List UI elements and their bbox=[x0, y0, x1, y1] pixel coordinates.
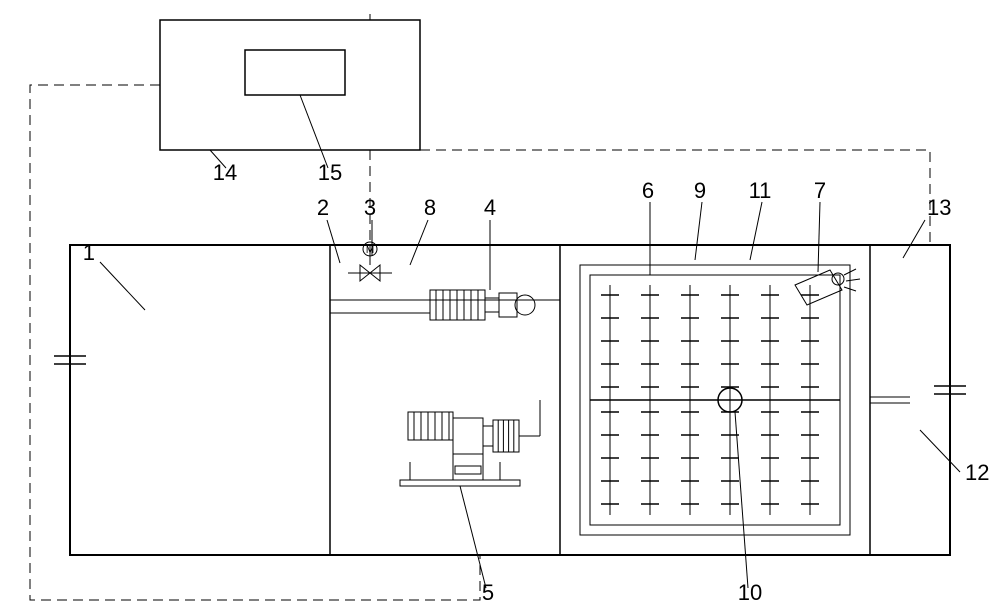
label-10: 10 bbox=[738, 580, 762, 605]
callouts: 123846911713121051415 bbox=[83, 95, 990, 605]
label-1: 1 bbox=[83, 240, 95, 265]
label-4: 4 bbox=[484, 195, 496, 220]
label-14: 14 bbox=[213, 160, 237, 185]
label-9: 9 bbox=[694, 178, 706, 203]
signal-lines bbox=[30, 14, 930, 600]
label-5: 5 bbox=[482, 580, 494, 605]
label-3: 3 bbox=[364, 195, 376, 220]
compartment-2: M bbox=[330, 242, 560, 486]
label-11: 11 bbox=[749, 178, 772, 203]
svg-text:M: M bbox=[366, 245, 374, 256]
label-2: 2 bbox=[317, 195, 329, 220]
label-8: 8 bbox=[424, 195, 436, 220]
label-6: 6 bbox=[642, 178, 654, 203]
label-12: 12 bbox=[965, 460, 989, 485]
label-13: 13 bbox=[927, 195, 951, 220]
label-7: 7 bbox=[814, 178, 826, 203]
filter-module bbox=[580, 265, 860, 535]
label-15: 15 bbox=[318, 160, 342, 185]
control-box bbox=[160, 20, 420, 150]
